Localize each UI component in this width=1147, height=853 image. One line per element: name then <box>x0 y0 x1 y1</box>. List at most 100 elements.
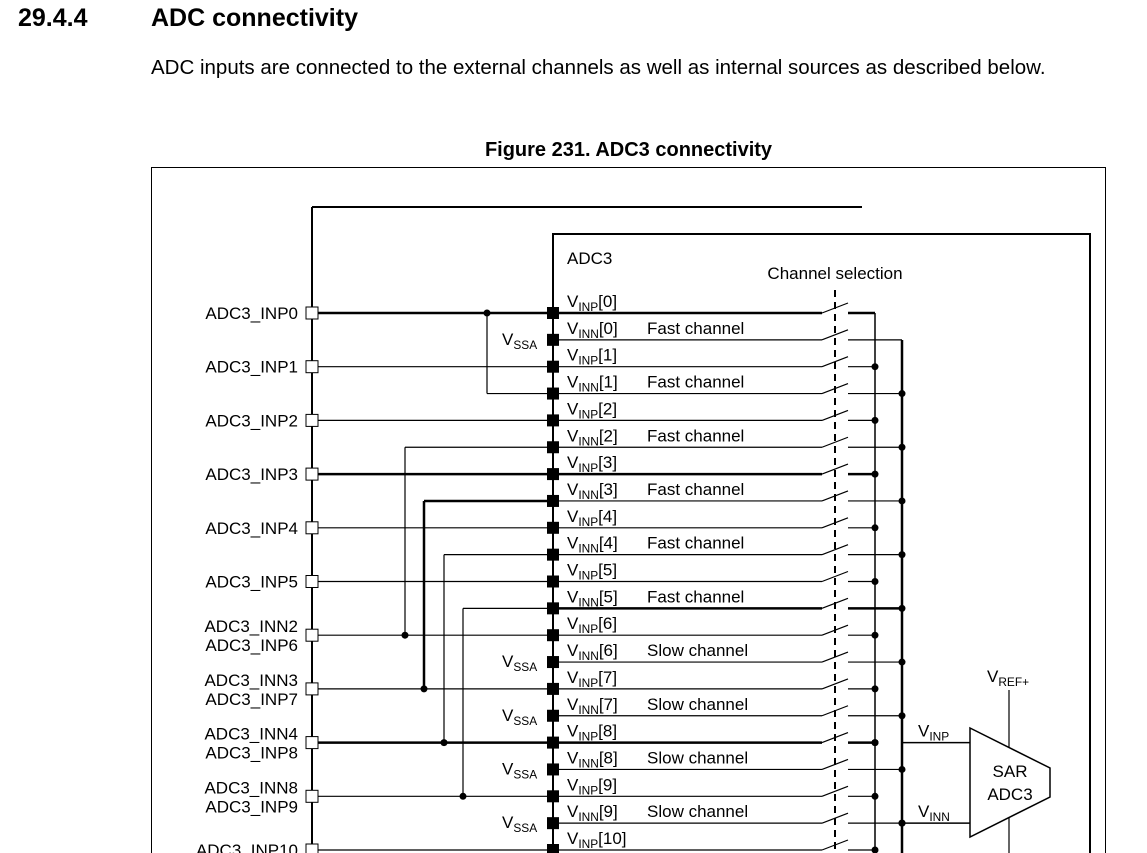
channel-switch <box>821 544 849 556</box>
channel-switch <box>821 624 849 636</box>
junction-dot <box>420 685 428 693</box>
junction-dot <box>871 470 879 478</box>
external-pin-label: ADC3_INN3 <box>204 671 298 690</box>
junction-dot <box>871 524 879 532</box>
vssa-label: VSSA <box>502 652 537 674</box>
junction-dot <box>898 712 906 720</box>
sar-adc3-label: SAR <box>993 762 1028 781</box>
channel-switch <box>821 382 849 395</box>
sar-adc3-block <box>969 726 1051 839</box>
channel-switch <box>821 463 849 475</box>
external-pin-label: ADC3_INP8 <box>205 744 298 763</box>
channel-type-label: Slow channel <box>647 695 748 714</box>
channel-label-inn: VINN[6] <box>567 641 618 663</box>
section-paragraph: ADC inputs are connected to the external… <box>151 56 1046 79</box>
external-pin <box>305 736 319 750</box>
channel-switch <box>821 570 849 583</box>
junction-dot <box>871 631 879 639</box>
external-pin <box>305 413 319 427</box>
external-pin-label: ADC3_INN2 <box>204 617 298 636</box>
channel-switch <box>821 329 849 341</box>
vssa-label: VSSA <box>502 759 537 781</box>
channel-switch <box>821 651 849 663</box>
vssa-label: VSSA <box>502 706 537 728</box>
external-pin <box>305 789 319 803</box>
channel-label-inp: VINP[10] <box>567 829 627 851</box>
adc3-block-outline <box>552 233 1091 853</box>
channel-type-label: Slow channel <box>647 802 748 821</box>
external-pin-label: ADC3_INP3 <box>205 465 298 484</box>
external-pin-label: ADC3_INP1 <box>205 358 298 377</box>
channel-pin <box>547 709 559 722</box>
channel-type-label: Fast channel <box>647 373 744 392</box>
junction-dot <box>898 443 906 451</box>
junction-dot <box>871 685 879 693</box>
channel-switch <box>821 302 849 314</box>
channel-label-inp: VINP[7] <box>567 668 617 690</box>
channel-label-inp: VINP[5] <box>567 561 617 583</box>
channel-pin <box>547 656 559 669</box>
channel-switch <box>821 517 849 529</box>
channel-switch <box>821 785 849 797</box>
channel-label-inn: VINN[8] <box>567 748 618 770</box>
channel-label-inn: VINN[9] <box>567 802 618 824</box>
junction-dot <box>483 309 491 317</box>
adc-vinp-label: VINP <box>918 722 949 744</box>
external-pin-label: ADC3_INP10 <box>196 841 298 853</box>
adc-vinn-label: VINN <box>918 802 950 824</box>
channel-pin <box>547 333 559 346</box>
channel-switch <box>821 409 849 421</box>
channel-pin <box>547 817 559 830</box>
channel-switch <box>821 436 849 448</box>
external-pin <box>305 360 319 374</box>
junction-dot <box>898 497 906 505</box>
channel-label-inn: VINN[5] <box>567 587 618 609</box>
junction-dot <box>898 658 906 666</box>
channel-label-inp: VINP[3] <box>567 453 617 475</box>
figure-caption: Figure 231. ADC3 connectivity <box>484 139 773 161</box>
channel-type-label: Slow channel <box>647 748 748 767</box>
adc3-block-label: ADC3 <box>567 249 612 268</box>
channel-label-inp: VINP[4] <box>567 507 617 529</box>
external-pin-label: ADC3_INP7 <box>205 690 298 709</box>
junction-dot <box>898 390 906 398</box>
channel-label-inp: VINP[9] <box>567 775 617 797</box>
channel-label-inn: VINN[0] <box>567 319 618 341</box>
junction-dot <box>871 363 879 371</box>
channel-switch <box>821 732 849 744</box>
external-pin-label: ADC3_INP2 <box>205 411 298 430</box>
channel-label-inn: VINN[4] <box>567 534 618 556</box>
channel-type-label: Fast channel <box>647 534 744 553</box>
vref-label: VREF+ <box>987 667 1029 689</box>
channel-switch <box>821 597 849 609</box>
external-pin <box>305 843 319 853</box>
channel-label-inn: VINN[7] <box>567 695 618 717</box>
junction-dot <box>898 551 906 559</box>
channel-type-label: Slow channel <box>647 641 748 660</box>
junction-dot <box>871 739 879 747</box>
channel-switch <box>821 678 849 690</box>
channel-label-inp: VINP[2] <box>567 399 617 421</box>
external-pin-label: ADC3_INP0 <box>205 304 298 323</box>
junction-dot <box>871 416 879 424</box>
external-pin <box>305 467 319 481</box>
external-pin <box>305 306 319 320</box>
channel-switch <box>821 839 849 851</box>
channel-switch <box>821 812 849 824</box>
external-pin <box>305 628 319 642</box>
channel-switch <box>821 356 849 368</box>
external-pin-label: ADC3_INP9 <box>205 797 298 816</box>
channel-type-label: Fast channel <box>647 480 744 499</box>
junction-dot <box>401 631 409 639</box>
channel-selection-label: Channel selection <box>767 264 902 283</box>
external-pin-label: ADC3_INP6 <box>205 636 298 655</box>
figure-frame <box>151 167 1106 853</box>
channel-type-label: Fast channel <box>647 319 744 338</box>
vssa-label: VSSA <box>502 813 537 835</box>
external-pin-label: ADC3_INP4 <box>205 519 298 538</box>
external-pin-label: ADC3_INP5 <box>205 573 298 592</box>
channel-label-inp: VINP[6] <box>567 614 617 636</box>
channel-switch <box>821 490 849 502</box>
channel-type-label: Fast channel <box>647 587 744 606</box>
channel-label-inp: VINP[8] <box>567 722 617 744</box>
